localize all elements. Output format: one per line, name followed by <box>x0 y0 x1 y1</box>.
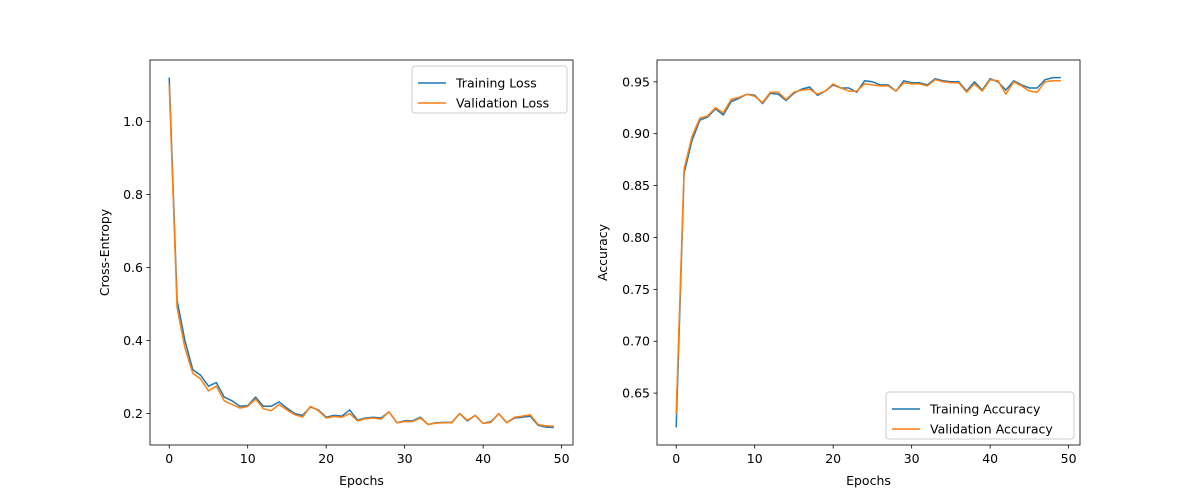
y-axis-label: Accuracy <box>595 223 610 281</box>
legend-label: Validation Accuracy <box>930 422 1053 437</box>
legend-label: Training Accuracy <box>929 402 1041 417</box>
series-line-0 <box>675 76 1061 428</box>
y-tick-label: 0.2 <box>123 406 143 421</box>
y-tick-label: 0.75 <box>622 282 650 297</box>
series-line-1 <box>675 78 1061 414</box>
legend: Training Loss Validation Loss <box>411 65 568 114</box>
y-tick-label: 0.70 <box>622 334 650 349</box>
x-tick-label: 0 <box>672 451 680 466</box>
x-axis-label: Epochs <box>846 473 891 488</box>
x-tick-label: 30 <box>904 451 920 466</box>
y-tick-label: 0.8 <box>123 187 143 202</box>
legend: Training Accuracy Validation Accuracy <box>885 391 1075 440</box>
axes-frame <box>149 59 574 446</box>
x-tick-label: 20 <box>318 451 334 466</box>
legend-label: Validation Loss <box>456 96 549 111</box>
x-tick-label: 0 <box>165 451 173 466</box>
chart-loss: 0 10 20 30 40 50 0.2 0.4 0.6 0.8 1.0 Epochs Cross-En… <box>97 59 574 488</box>
x-tick-label: 30 <box>397 451 413 466</box>
series-line-0 <box>168 77 554 429</box>
legend-box <box>411 65 568 114</box>
y-tick-label: 0.90 <box>622 126 650 141</box>
x-tick-label: 50 <box>554 451 570 466</box>
series-line-1 <box>168 84 554 427</box>
legend-label: Training Loss <box>455 76 537 91</box>
y-tick-label: 0.80 <box>622 230 650 245</box>
y-tick-label: 0.4 <box>123 333 143 348</box>
y-tick-label: 0.85 <box>622 178 650 193</box>
axes-frame <box>656 59 1081 446</box>
y-tick-label: 0.95 <box>622 74 650 89</box>
x-tick-label: 10 <box>240 451 256 466</box>
x-axis-label: Epochs <box>339 473 384 488</box>
x-tick-label: 20 <box>825 451 841 466</box>
x-tick-label: 40 <box>982 451 998 466</box>
y-tick-label: 0.6 <box>123 260 143 275</box>
y-tick-label: 1.0 <box>123 114 143 129</box>
chart-accuracy: 0 10 20 30 40 50 0.65 0.70 0.75 0.80 0.85 0.90 0.95 E… <box>595 59 1081 488</box>
y-axis-label: Cross-Entropy <box>97 208 112 296</box>
x-tick-label: 10 <box>747 451 763 466</box>
x-tick-label: 50 <box>1061 451 1077 466</box>
y-tick-label: 0.65 <box>622 386 650 401</box>
x-tick-label: 40 <box>475 451 491 466</box>
legend-box <box>885 391 1075 440</box>
